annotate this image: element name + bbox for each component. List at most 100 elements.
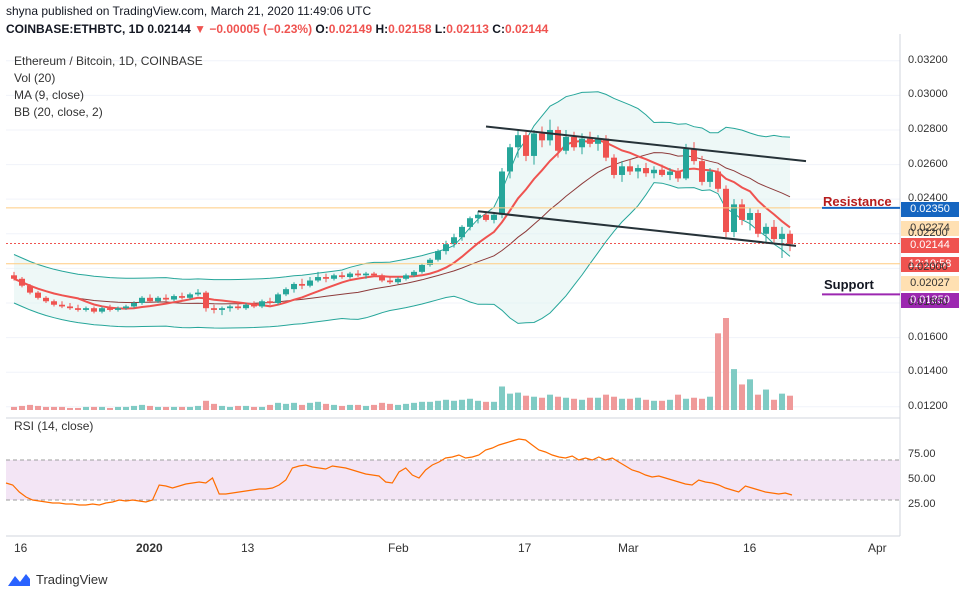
- low-label: L:: [434, 22, 447, 36]
- candle-body: [19, 278, 25, 286]
- candle-body: [715, 171, 721, 189]
- volume-bar: [435, 400, 441, 410]
- candle-body: [355, 273, 361, 276]
- volume-bar: [299, 404, 305, 410]
- volume-bar: [619, 398, 625, 410]
- volume-bar: [123, 406, 129, 410]
- volume-bar: [459, 399, 465, 410]
- volume-bar: [787, 395, 793, 410]
- candle-body: [163, 297, 169, 300]
- time-tick-label: 17: [518, 541, 532, 555]
- candle-body: [75, 308, 81, 310]
- volume-bar: [275, 402, 281, 410]
- volume-bar: [83, 406, 89, 410]
- low-value: 0.02113: [446, 22, 489, 36]
- candle-body: [43, 297, 49, 302]
- volume-bar: [507, 393, 513, 410]
- candle-body: [203, 292, 209, 309]
- candle-body: [611, 157, 617, 175]
- candle-body: [131, 302, 137, 307]
- candle-body: [587, 138, 593, 144]
- candle-body: [139, 297, 145, 303]
- candle-body: [11, 275, 17, 279]
- rsi-tick-label: 50.00: [908, 473, 936, 485]
- candle-body: [659, 169, 665, 175]
- volume-bar: [603, 394, 609, 410]
- ohlc-header: COINBASE:ETHBTC, 1D 0.02144 ▼ −0.00005 (…: [6, 22, 548, 36]
- volume-bar: [651, 400, 657, 410]
- candle-body: [267, 301, 273, 303]
- volume-bar: [187, 406, 193, 410]
- chart-title: Ethereum / Bitcoin, 1D, COINBASE: [14, 54, 203, 68]
- candle-body: [227, 306, 233, 309]
- bb-lower-tag: 0.02027: [901, 276, 959, 291]
- candle-body: [675, 171, 681, 179]
- candle-body: [331, 275, 337, 279]
- candle-body: [523, 135, 529, 156]
- candle-body: [59, 304, 65, 307]
- volume-bar: [307, 402, 313, 410]
- tradingview-logo[interactable]: TradingView: [8, 572, 108, 587]
- candle-body: [187, 294, 193, 298]
- volume-bar: [419, 401, 425, 410]
- bb-upper: [13, 91, 791, 281]
- candle-body: [427, 259, 433, 265]
- volume-bar: [27, 404, 33, 410]
- resistance-price-tag: 0.02350: [901, 202, 959, 217]
- candle-body: [83, 308, 89, 310]
- resistance-label: Resistance: [823, 194, 892, 209]
- volume-bar: [19, 405, 25, 410]
- price-tick-label: 0.01200: [908, 399, 948, 412]
- open-label: O:: [315, 22, 329, 36]
- price-tick-label: 0.03200: [908, 53, 948, 66]
- candle-body: [683, 149, 689, 179]
- volume-bars: [11, 318, 793, 410]
- candle-body: [443, 244, 449, 252]
- volume-bar: [451, 400, 457, 410]
- candle-body: [283, 289, 289, 295]
- candle-body: [363, 273, 369, 276]
- volume-bar: [387, 403, 393, 410]
- time-tick-label: 16: [743, 541, 757, 555]
- symbol: COINBASE:ETHBTC, 1D: [6, 22, 145, 36]
- volume-bar: [267, 404, 273, 410]
- high-label: H:: [375, 22, 389, 36]
- candle-body: [259, 301, 265, 307]
- volume-bar: [691, 397, 697, 410]
- volume-bar: [291, 402, 297, 410]
- candle-body: [211, 308, 217, 310]
- candle-body: [787, 233, 793, 245]
- volume-bar: [763, 389, 769, 410]
- volume-bar: [99, 406, 105, 410]
- volume-bar: [499, 386, 505, 410]
- volume-bar: [755, 394, 761, 410]
- volume-bar: [371, 404, 377, 410]
- candle-body: [579, 138, 585, 148]
- price-tick-label: 0.02200: [908, 226, 948, 239]
- volume-bar: [547, 394, 553, 410]
- candle-body: [755, 213, 761, 234]
- volume-bar: [579, 399, 585, 410]
- rsi-tick-label: 75.00: [908, 448, 936, 460]
- bb-lower: [13, 182, 791, 329]
- volume-bar: [363, 405, 369, 410]
- price-tick-label: 0.02600: [908, 157, 948, 170]
- candle-body: [107, 308, 113, 310]
- candle-body: [371, 273, 377, 276]
- candle-body: [451, 237, 457, 245]
- rsi-panel: [6, 459, 900, 501]
- volume-bar: [155, 406, 161, 410]
- rsi-line: [5, 438, 793, 506]
- volume-bar: [443, 399, 449, 410]
- volume-bar: [107, 407, 113, 410]
- volume-bar: [571, 398, 577, 410]
- volume-bar: [539, 397, 545, 410]
- rsi-path: [5, 438, 793, 506]
- volume-bar: [523, 395, 529, 410]
- high-value: 0.02158: [388, 22, 432, 36]
- candle-body: [299, 283, 305, 286]
- candle-body: [627, 166, 633, 172]
- ma-legend: MA (9, close): [14, 88, 85, 102]
- candle-body: [403, 275, 409, 279]
